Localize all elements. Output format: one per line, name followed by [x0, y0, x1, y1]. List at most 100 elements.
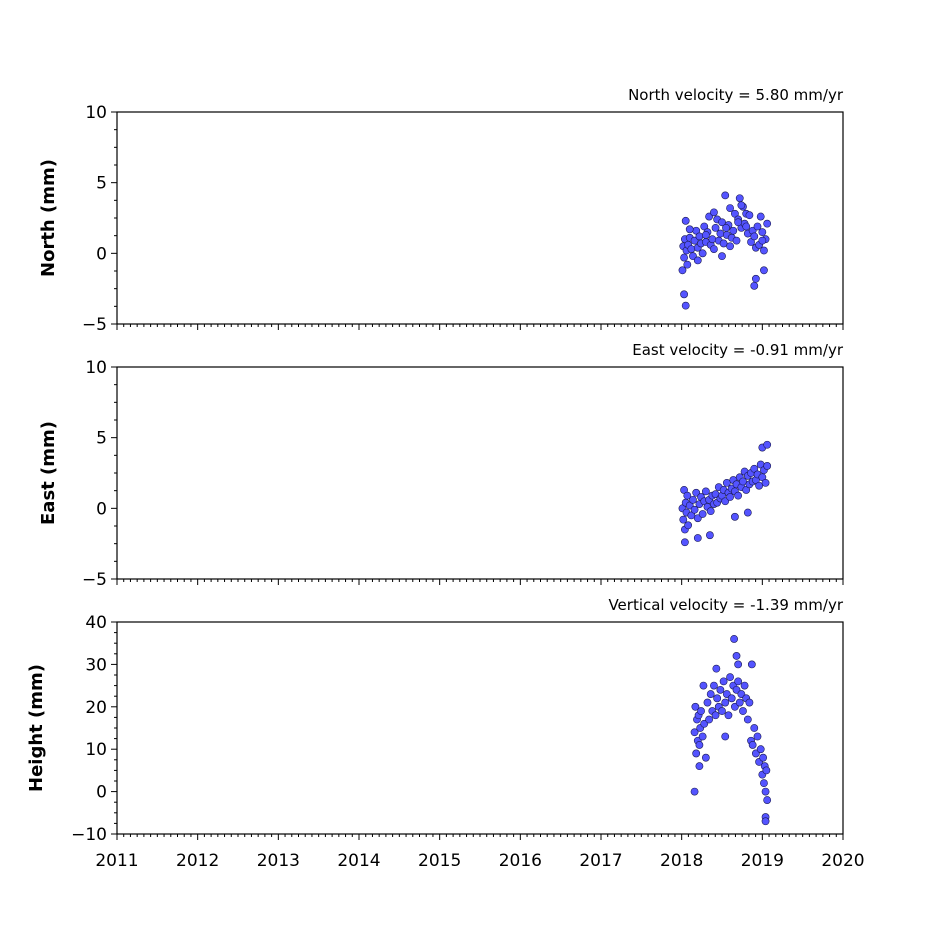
velocity-title: North velocity = 5.80 mm/yr — [628, 86, 844, 104]
data-point — [722, 478, 731, 487]
data-point — [751, 274, 760, 283]
panel-east: −5 0 5 10 East velocity = -0.91 mm/yr East … — [38, 341, 844, 590]
data-point — [708, 235, 717, 244]
data-point — [734, 660, 743, 669]
data-point — [705, 715, 713, 724]
data-point — [727, 694, 736, 703]
y-tick-label: 10 — [85, 103, 107, 123]
data-point — [706, 507, 715, 516]
data-point — [721, 698, 730, 707]
y-axis-label: North (mm) — [38, 159, 59, 277]
x-tick-label: 2013 — [257, 851, 300, 871]
data-point — [753, 732, 762, 741]
data-point — [711, 711, 720, 720]
tick-layer: −5 0 5 10 — [82, 358, 844, 590]
data-point — [761, 817, 770, 826]
data-point — [687, 245, 696, 253]
data-point — [690, 728, 699, 737]
panel-north: −5 0 5 10 North velocity = 5.80 mm/yr North… — [38, 86, 844, 335]
data-point — [721, 191, 730, 200]
data-point — [760, 246, 768, 255]
data-point — [761, 787, 770, 796]
data-point — [697, 707, 705, 715]
data-point — [729, 226, 738, 235]
x-tick-label: 2014 — [337, 851, 380, 871]
data-point — [711, 223, 720, 232]
y-axis-label: East (mm) — [38, 421, 59, 525]
y-tick-label: 10 — [85, 358, 107, 378]
data-point — [743, 508, 752, 517]
data-point — [690, 505, 699, 514]
data-point — [760, 266, 768, 275]
tick-layer: −5 0 5 10 — [82, 103, 844, 335]
tick-layer: −10 0 10 20 30 40 2011 2012 2013 2014 2015 2016 2017… — [71, 613, 865, 871]
velocity-title: East velocity = -0.91 mm/yr — [632, 341, 844, 359]
data-point — [680, 538, 689, 547]
data-point — [734, 218, 743, 227]
data-point — [699, 681, 708, 690]
data-point — [756, 212, 765, 221]
data-point — [701, 753, 710, 762]
x-tick-label: 2016 — [499, 851, 542, 871]
data-point — [726, 242, 734, 251]
data-point — [750, 232, 759, 241]
data-point — [713, 694, 722, 703]
data-point — [716, 229, 725, 238]
data-point — [721, 732, 730, 741]
data-point — [726, 673, 734, 682]
data-point — [739, 477, 747, 486]
data-point — [724, 711, 733, 720]
data-point — [712, 664, 721, 673]
y-tick-label: −10 — [71, 825, 107, 845]
x-tick-label: 2018 — [660, 851, 703, 871]
data-point — [758, 236, 767, 245]
data-point — [750, 281, 759, 290]
x-tick-label: 2012 — [176, 851, 219, 871]
data-point — [680, 253, 688, 262]
y-tick-label: 20 — [85, 698, 107, 718]
data-point — [740, 681, 749, 690]
y-tick-label: −5 — [82, 570, 107, 590]
data-point — [681, 216, 690, 225]
points-layer — [690, 635, 772, 826]
data-point — [732, 236, 741, 245]
data-point — [710, 245, 718, 253]
data-point — [690, 787, 699, 796]
data-point — [726, 204, 734, 213]
x-tick-label: 2020 — [821, 851, 864, 871]
data-point — [759, 753, 768, 762]
y-tick-label: 5 — [96, 174, 107, 194]
x-tick-label: 2015 — [418, 851, 461, 871]
data-point — [739, 707, 747, 715]
data-point — [706, 531, 714, 540]
y-tick-label: 40 — [85, 613, 107, 633]
data-point — [701, 487, 710, 496]
data-point — [719, 677, 728, 686]
data-point — [683, 491, 692, 500]
data-point — [762, 766, 771, 775]
data-point — [679, 515, 688, 524]
y-tick-label: 5 — [96, 429, 107, 449]
data-point — [747, 660, 756, 669]
data-point — [703, 698, 712, 707]
data-point — [734, 677, 743, 686]
plot-frame — [116, 111, 844, 325]
points-layer — [678, 191, 772, 310]
data-point — [706, 690, 715, 698]
data-point — [710, 208, 718, 217]
x-tick-label: 2017 — [579, 851, 622, 871]
y-tick-label: −5 — [82, 315, 107, 335]
data-point — [742, 222, 751, 231]
data-point — [692, 749, 701, 758]
data-point — [701, 231, 710, 239]
data-point — [755, 481, 764, 490]
data-point — [689, 495, 697, 504]
data-point — [735, 698, 744, 707]
velocity-title: Vertical velocity = -1.39 mm/yr — [608, 596, 843, 614]
data-point — [722, 223, 730, 232]
data-point — [760, 779, 768, 788]
data-point — [748, 741, 757, 749]
data-point — [683, 260, 692, 269]
data-point — [730, 635, 738, 643]
